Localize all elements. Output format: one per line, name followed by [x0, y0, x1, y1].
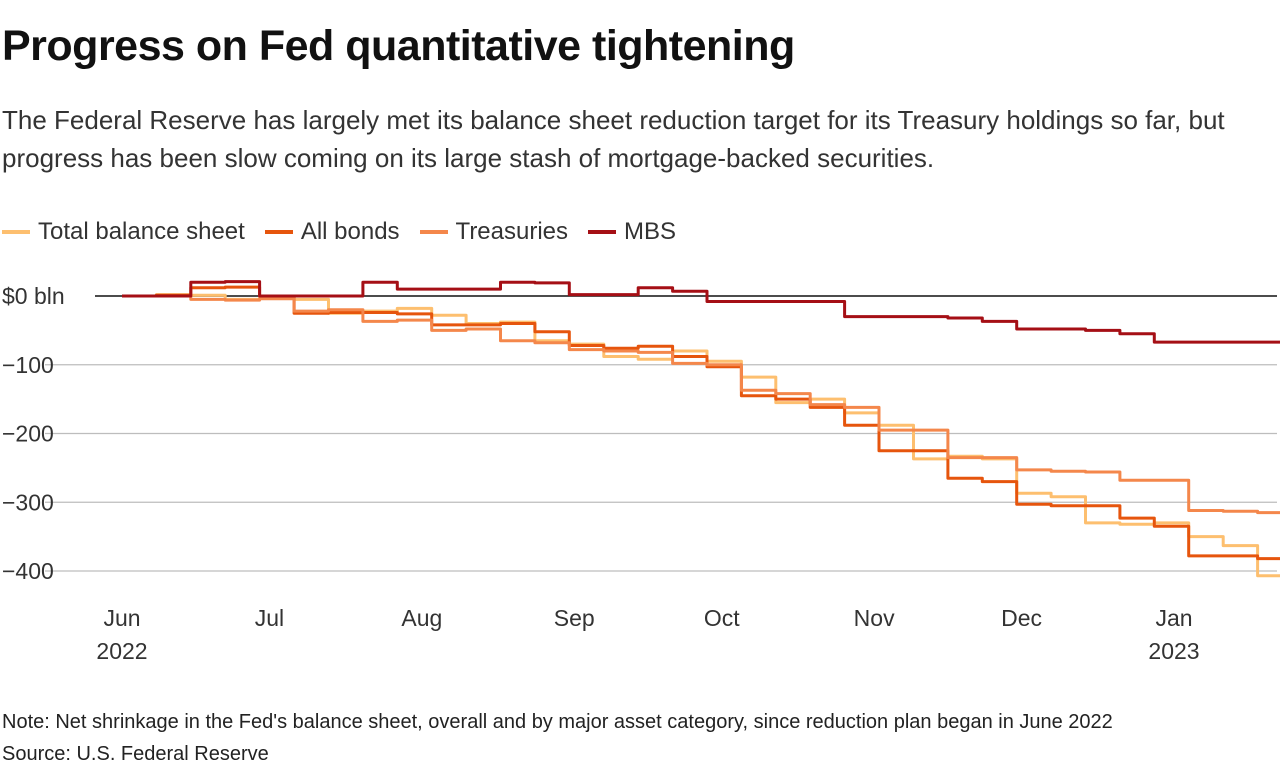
legend-item-mbs: MBS — [588, 218, 676, 246]
legend-label: Treasuries — [455, 218, 569, 245]
x-tick-sublabel: 2022 — [96, 638, 147, 664]
legend-item-total-balance-sheet: Total balance sheet — [2, 218, 245, 246]
legend-item-all-bonds: All bonds — [264, 218, 400, 246]
x-tick-sublabel: 2023 — [1148, 638, 1199, 664]
legend-item-treasuries: Treasuries — [419, 218, 569, 246]
chart-source: Source: U.S. Federal Reserve — [2, 743, 269, 765]
legend-swatch — [419, 230, 448, 234]
legend-label: All bonds — [300, 218, 400, 245]
y-tick-label: $0 bln — [2, 283, 65, 309]
x-tick-label: Jan — [1155, 605, 1192, 631]
series-line-treasuries — [122, 294, 1280, 515]
x-tick-label: Dec — [1001, 605, 1042, 631]
x-tick-label: Jun — [103, 605, 140, 631]
chart-note: Note: Net shrinkage in the Fed's balance… — [2, 711, 1113, 733]
y-tick-label: −400 — [2, 558, 54, 584]
x-tick-label: Sep — [554, 605, 595, 631]
legend-swatch — [2, 230, 30, 234]
x-tick-label: Nov — [854, 605, 895, 631]
legend-swatch — [264, 230, 293, 234]
line-chart: $0 bln −100 −200 −300 −400 Jun 2022 Jul Aug Sep Oc… — [2, 280, 1280, 664]
chart-legend: Total balance sheet All bonds Treasuries… — [2, 218, 696, 246]
y-tick-label: −300 — [2, 489, 54, 515]
series-line-mbs — [122, 280, 1280, 344]
x-tick-label: Oct — [704, 605, 740, 631]
series-line-total-balance-sheet — [122, 293, 1280, 578]
chart-subtitle: The Federal Reserve has largely met its … — [2, 105, 1225, 173]
y-tick-label: −200 — [2, 421, 54, 447]
legend-label: Total balance sheet — [38, 218, 245, 245]
chart-title: Progress on Fed quantitative tightening — [2, 22, 795, 70]
series-line-all-bonds — [122, 285, 1280, 561]
x-tick-label: Jul — [255, 605, 284, 631]
x-tick-label: Aug — [401, 605, 442, 631]
legend-label: MBS — [624, 218, 677, 245]
legend-swatch — [588, 230, 617, 234]
y-tick-label: −100 — [2, 352, 54, 378]
